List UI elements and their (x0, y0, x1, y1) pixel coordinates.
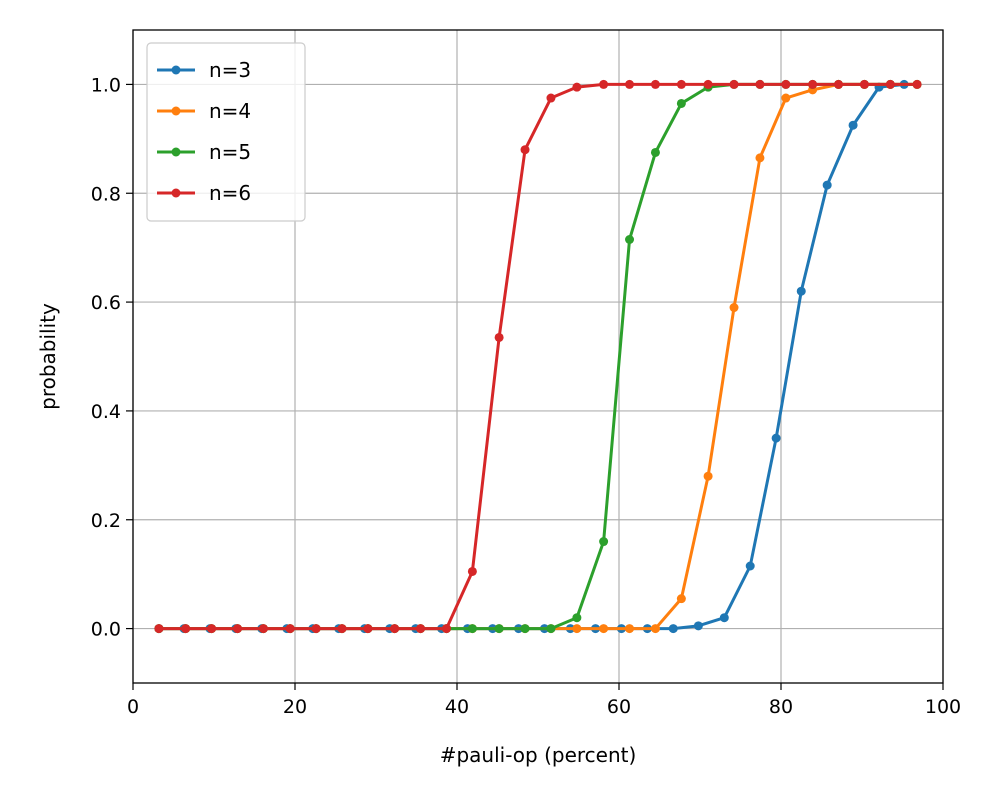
data-point (755, 153, 765, 163)
data-point (822, 180, 832, 190)
data-point (676, 594, 686, 604)
data-point (572, 82, 582, 92)
data-point (719, 613, 729, 623)
data-point (781, 79, 791, 89)
data-point (729, 79, 739, 89)
legend-label: n=4 (209, 99, 251, 123)
x-tick-label: 60 (607, 696, 631, 718)
data-point (755, 79, 765, 89)
axis-ticks: 0 20 40 60 80 100 0.0 0.2 0.4 0.6 0.8 1.0 (91, 74, 961, 718)
x-tick-label: 40 (445, 696, 469, 718)
data-point (520, 624, 530, 634)
data-point (494, 332, 504, 342)
y-tick-label: 0.2 (91, 510, 121, 532)
y-tick-label: 0.0 (91, 619, 121, 641)
legend-label: n=5 (209, 140, 251, 164)
data-point (181, 624, 191, 634)
legend: n=3 n=4 n=5 n=6 (146, 42, 306, 222)
data-point (676, 79, 686, 89)
data-point (258, 624, 268, 634)
data-point (912, 79, 922, 89)
x-tick-label: 0 (127, 696, 139, 718)
data-point (703, 79, 713, 89)
legend-marker (171, 147, 181, 157)
data-point (599, 79, 609, 89)
x-tick-label: 100 (925, 696, 961, 718)
data-point (745, 561, 755, 571)
data-point (546, 93, 556, 103)
data-point (703, 471, 713, 481)
data-point (467, 624, 477, 634)
data-point (625, 624, 635, 634)
plot-frame (132, 29, 944, 684)
legend-marker (171, 106, 181, 116)
data-point (207, 624, 217, 634)
data-point (285, 624, 295, 634)
data-point (363, 624, 373, 634)
data-point (796, 286, 806, 296)
data-point (494, 624, 504, 634)
data-point (546, 624, 556, 634)
y-axis-label: probability (36, 303, 60, 410)
series-layer (154, 79, 922, 634)
data-point (859, 79, 869, 89)
data-point (232, 624, 242, 634)
data-point (625, 235, 635, 244)
data-point (390, 624, 400, 634)
data-point (808, 79, 818, 89)
data-point (599, 624, 609, 634)
data-point (625, 79, 635, 89)
series-n=6 (154, 79, 922, 634)
data-point (572, 613, 582, 623)
data-point (729, 303, 739, 313)
legend-marker (171, 65, 181, 75)
data-point (441, 624, 451, 634)
legend-label: n=6 (209, 181, 251, 205)
data-point (693, 621, 703, 631)
legend-label: n=3 (209, 58, 251, 82)
legend-marker (171, 188, 181, 198)
data-point (676, 98, 686, 108)
data-point (467, 566, 477, 576)
data-point (311, 624, 321, 634)
data-point (771, 433, 781, 443)
data-point (572, 624, 582, 634)
data-point (668, 624, 678, 634)
data-point (848, 120, 858, 130)
legend-box (146, 42, 306, 222)
y-tick-label: 0.6 (91, 292, 121, 314)
data-point (781, 93, 791, 103)
x-tick-label: 80 (769, 696, 793, 718)
x-tick-label: 20 (283, 696, 307, 718)
data-point (154, 624, 164, 634)
y-tick-label: 1.0 (91, 74, 121, 96)
data-point (650, 79, 660, 89)
data-point (599, 537, 609, 547)
grid (132, 30, 944, 683)
y-tick-label: 0.4 (91, 401, 121, 423)
data-point (650, 624, 660, 634)
y-tick-label: 0.8 (91, 183, 121, 205)
data-point (885, 79, 895, 89)
data-point (650, 147, 660, 157)
data-point (337, 624, 347, 634)
data-point (834, 79, 844, 89)
x-axis-label: #pauli-op (percent) (440, 743, 637, 767)
data-point (520, 145, 530, 155)
data-point (416, 624, 426, 634)
